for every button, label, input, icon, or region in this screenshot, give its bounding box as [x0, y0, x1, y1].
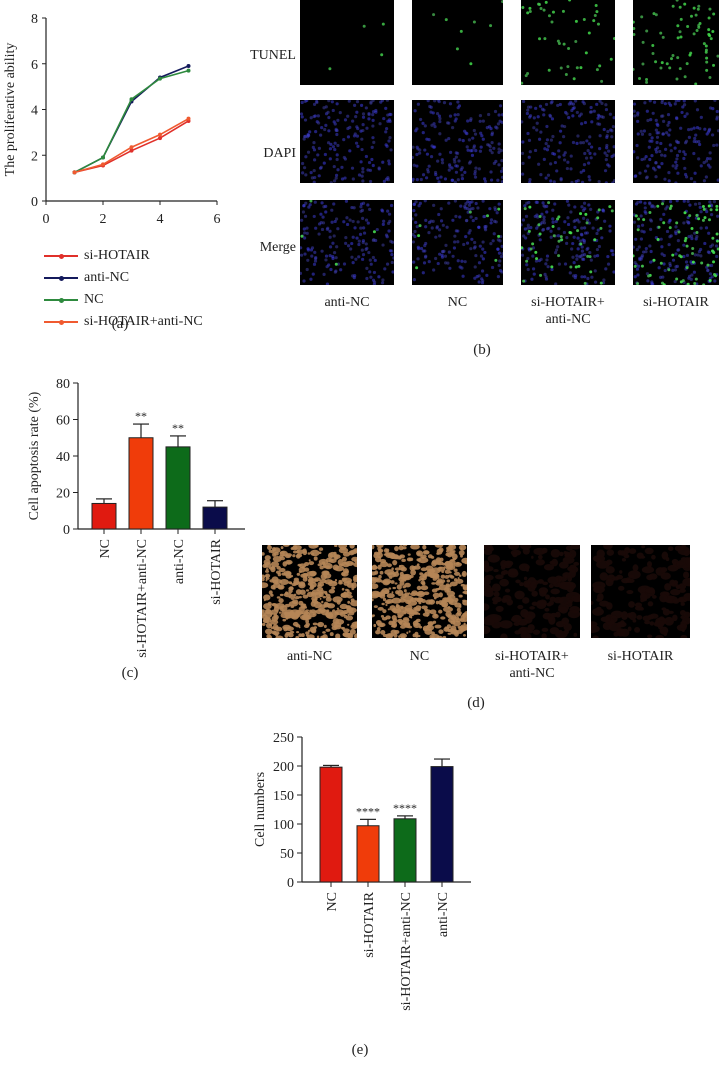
line-chart-legend: si-HOTAIR anti-NC NC si-HOTAIR+anti-NC — [44, 245, 244, 333]
y-tick-label: 100 — [273, 818, 294, 833]
significance-marker: **** — [393, 801, 417, 815]
x-category-label: NC — [98, 539, 113, 558]
legend-label: anti-NC — [84, 270, 130, 285]
y-tick-label: 50 — [280, 847, 294, 862]
bar — [165, 435, 191, 530]
transwell-micrograph — [262, 545, 357, 638]
transwell-micrograph — [591, 545, 690, 638]
bar — [202, 500, 228, 530]
micrograph-dapi-2 — [521, 100, 615, 183]
row-label-tunel: TUNEL — [250, 48, 296, 63]
proliferation-line-chart: 0 2 4 6 8 0 2 4 6 The proliferative ability — [3, 12, 221, 227]
y-tick-label: 80 — [56, 377, 70, 392]
y-tick-label: 0 — [63, 523, 70, 538]
significance-marker: **** — [356, 804, 380, 818]
y-tick-label: 40 — [56, 450, 70, 465]
micrograph-dapi-3 — [633, 100, 719, 183]
column-label: si-HOTAIR — [643, 295, 709, 310]
micrograph-tunel-2 — [521, 0, 615, 85]
x-category-label: si-HOTAIR — [209, 538, 224, 604]
bar — [319, 764, 343, 883]
column-label: si-HOTAIR — [607, 649, 674, 664]
row-label-merge: Merge — [259, 240, 296, 255]
y-tick-label: 200 — [273, 760, 294, 775]
legend-item: si-HOTAIR — [44, 245, 244, 267]
y-tick-label: 6 — [31, 58, 38, 73]
y-axis-title: Cell numbers — [253, 772, 268, 847]
micrograph-merge-3 — [633, 200, 719, 285]
panel-label-a: (a) — [111, 316, 129, 332]
micrograph-tunel-0 — [300, 0, 394, 85]
legend-item: anti-NC — [44, 267, 244, 289]
y-tick-label: 8 — [31, 12, 38, 27]
x-category-label: anti-NC — [172, 539, 187, 584]
x-category-label: si-HOTAIR+anti-NC — [135, 539, 150, 658]
y-tick-label: 2 — [31, 149, 38, 164]
legend-swatch-icon — [44, 319, 78, 325]
legend-swatch-icon — [44, 253, 78, 259]
panel-label-d: (d) — [467, 695, 485, 711]
significance-marker: ** — [135, 409, 147, 423]
apoptosis-bar-chart: 0 20 40 60 80 Cell apoptosis rate (%) NC ** si-H… — [27, 377, 245, 658]
legend-label: NC — [84, 292, 104, 307]
y-tick-label: 150 — [273, 789, 294, 804]
panel-label-c: (c) — [121, 665, 139, 681]
legend-item: NC — [44, 289, 244, 311]
bar — [91, 498, 117, 530]
y-tick-label: 0 — [31, 195, 38, 210]
cell-numbers-bar-chart: 0 50 100 150 200 250 Cell numbers NC **** si-HOTA… — [253, 731, 471, 1011]
y-tick-label: 4 — [31, 104, 38, 119]
micrograph-merge-2 — [521, 200, 615, 285]
x-tick-label: 2 — [100, 212, 107, 227]
x-category-label: NC — [325, 892, 340, 911]
legend-swatch-icon — [44, 275, 78, 281]
x-tick-label: 0 — [43, 212, 50, 227]
x-category-label: si-HOTAIR+anti-NC — [399, 892, 414, 1011]
x-tick-label: 4 — [157, 212, 164, 227]
y-tick-label: 0 — [287, 876, 294, 891]
x-tick-label: 6 — [214, 212, 221, 227]
line-series — [72, 116, 191, 175]
y-axis-title: The proliferative ability — [3, 43, 18, 177]
micrograph-tunel-1 — [412, 0, 503, 85]
micrograph-merge-1 — [412, 200, 503, 285]
transwell-micrograph — [484, 545, 580, 638]
x-category-label: anti-NC — [436, 892, 451, 937]
legend-item: si-HOTAIR+anti-NC — [44, 311, 244, 333]
column-label: si-HOTAIR+ anti-NC — [495, 649, 569, 681]
column-label: NC — [447, 295, 468, 310]
column-label: NC — [409, 649, 430, 664]
significance-marker: ** — [172, 421, 184, 435]
row-label-dapi: DAPI — [263, 146, 296, 161]
micrograph-merge-0 — [300, 200, 394, 285]
x-category-label: si-HOTAIR — [362, 891, 377, 957]
column-label: si-HOTAIR+ anti-NC — [531, 295, 605, 327]
bar — [393, 815, 417, 883]
y-axis-title: Cell apoptosis rate (%) — [27, 391, 42, 520]
transwell-micrograph — [372, 545, 467, 638]
y-tick-label: 20 — [56, 487, 70, 502]
panel-label-b: (b) — [473, 342, 491, 358]
legend-label: si-HOTAIR+anti-NC — [84, 314, 203, 329]
bar — [356, 818, 380, 883]
legend-swatch-icon — [44, 297, 78, 303]
micrograph-dapi-0 — [300, 100, 394, 183]
bar — [430, 758, 454, 883]
column-label: anti-NC — [286, 649, 333, 664]
panel-label-e: (e) — [351, 1042, 369, 1058]
line-series — [72, 64, 191, 175]
y-tick-label: 250 — [273, 731, 294, 746]
line-series — [72, 68, 191, 175]
bar — [128, 423, 154, 530]
column-label: anti-NC — [324, 295, 370, 310]
micrograph-dapi-1 — [412, 100, 503, 183]
legend-label: si-HOTAIR — [84, 248, 150, 263]
y-tick-label: 60 — [56, 414, 70, 429]
micrograph-tunel-3 — [633, 0, 719, 85]
